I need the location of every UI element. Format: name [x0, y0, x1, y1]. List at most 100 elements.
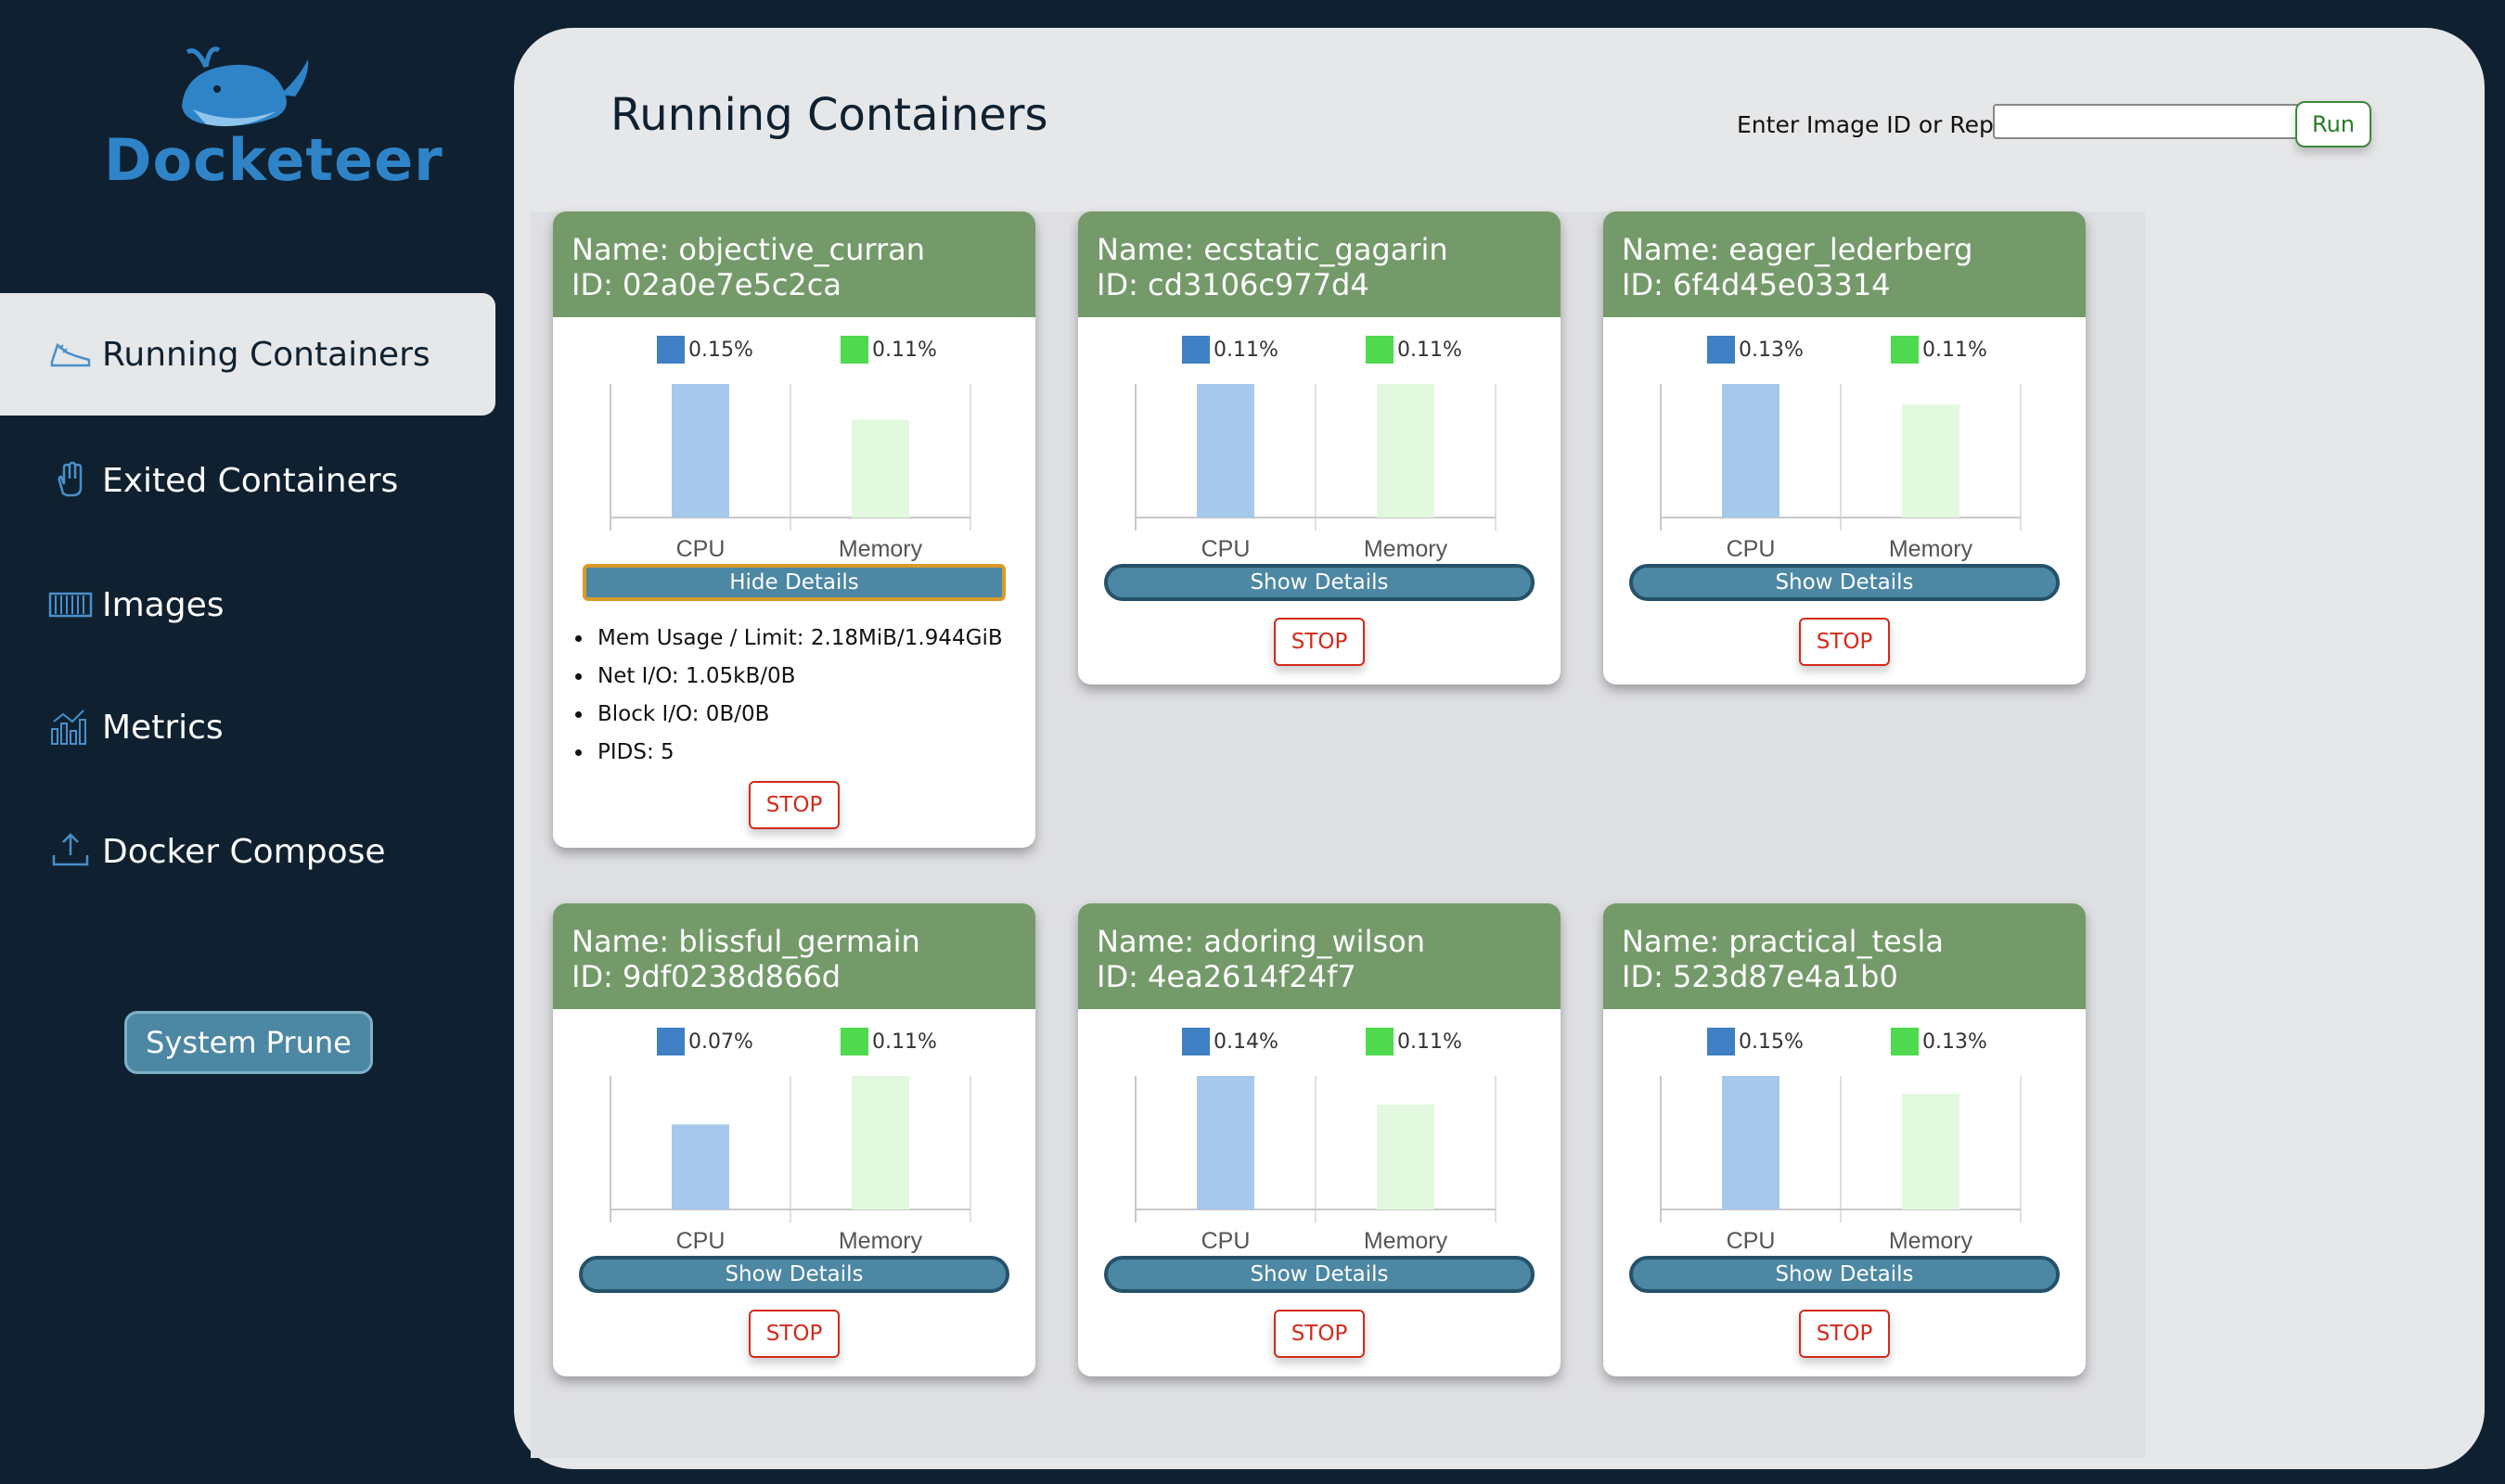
legend-cpu: 0.07% — [657, 1028, 753, 1055]
card-header: Name: ecstatic_gagarin ID: cd3106c977d4 — [1078, 211, 1561, 317]
sidebar-item-label: Metrics — [102, 708, 224, 747]
x-tick-memory: Memory — [1889, 536, 1973, 562]
memory-bar — [1902, 1094, 1959, 1209]
legend-cpu: 0.11% — [1182, 336, 1278, 364]
x-tick-memory: Memory — [1364, 1228, 1448, 1254]
card-header: Name: eager_lederberg ID: 6f4d45e03314 — [1603, 211, 2086, 317]
usage-chart: CPU Memory 0.14% 0.11% — [1078, 1009, 1561, 1256]
show-details-button[interactable]: Show Details — [579, 1256, 1009, 1293]
stop-button[interactable]: STOP — [1799, 1310, 1890, 1358]
container-card: Name: eager_lederberg ID: 6f4d45e03314 C… — [1603, 211, 2086, 684]
sidebar-item-running-containers[interactable]: Running Containers — [0, 293, 495, 416]
list-item: Net I/O: 1.05kB/0B — [594, 658, 1035, 696]
run-image-label: Enter Image ID or Repo — [1737, 111, 2009, 138]
x-tick-cpu: CPU — [676, 1228, 726, 1254]
cpu-bar — [1722, 1076, 1779, 1209]
system-prune-button[interactable]: System Prune — [124, 1011, 373, 1074]
legend-cpu: 0.15% — [657, 336, 753, 364]
sidebar-item-exited-containers[interactable]: Exited Containers — [0, 419, 495, 542]
sidebar-item-label: Exited Containers — [102, 461, 399, 500]
list-item: Block I/O: 0B/0B — [594, 696, 1035, 734]
memory-bar — [1902, 404, 1959, 518]
show-details-button[interactable]: Show Details — [1104, 1256, 1535, 1293]
legend-swatch — [1182, 336, 1210, 364]
legend-cpu: 0.14% — [1182, 1028, 1278, 1055]
legend-swatch — [1182, 1028, 1210, 1055]
legend-label: 0.11% — [872, 338, 937, 362]
container-id: ID: 523d87e4a1b0 — [1622, 959, 1898, 994]
sidebar-item-images[interactable]: Images — [0, 544, 495, 666]
x-tick-cpu: CPU — [1201, 1228, 1251, 1254]
legend-label: 0.11% — [872, 1030, 937, 1054]
stop-button[interactable]: STOP — [1799, 618, 1890, 666]
legend-swatch — [1366, 1028, 1394, 1055]
page-title: Running Containers — [610, 89, 1048, 141]
legend-memory: 0.11% — [841, 1028, 937, 1055]
legend-memory: 0.11% — [1891, 336, 1987, 364]
container-name: Name: blissful_germain — [572, 924, 920, 959]
whale-icon — [182, 46, 309, 127]
legend-label: 0.14% — [1214, 1030, 1278, 1054]
stop-button[interactable]: STOP — [749, 781, 840, 829]
stop-button[interactable]: STOP — [1274, 1310, 1365, 1358]
card-header: Name: objective_curran ID: 02a0e7e5c2ca — [553, 211, 1035, 317]
memory-bar — [852, 419, 909, 518]
legend-swatch — [657, 336, 685, 364]
show-details-button[interactable]: Show Details — [1629, 1256, 2060, 1293]
container-card: Name: blissful_germain ID: 9df0238d866d … — [553, 903, 1035, 1376]
legend-label: 0.13% — [1922, 1030, 1987, 1054]
bar-chart: CPU Memory — [610, 384, 971, 562]
legend-swatch — [841, 336, 868, 364]
legend-label: 0.11% — [1397, 338, 1462, 362]
legend-label: 0.11% — [1214, 338, 1278, 362]
bar-chart: CPU Memory — [1660, 1076, 2022, 1254]
stop-button[interactable]: STOP — [1274, 618, 1365, 666]
x-tick-memory: Memory — [1364, 536, 1448, 562]
x-tick-cpu: CPU — [1201, 536, 1251, 562]
legend-label: 0.13% — [1739, 338, 1804, 362]
list-item: PIDS: 5 — [594, 734, 1035, 772]
upload-icon — [48, 829, 93, 874]
bar-chart: CPU Memory — [1135, 1076, 1497, 1254]
legend-memory: 0.11% — [1366, 336, 1462, 364]
container-id: ID: 9df0238d866d — [572, 959, 841, 994]
logo-text: Docketeer — [104, 126, 443, 194]
sidebar-item-label: Images — [102, 585, 225, 624]
container-id: ID: cd3106c977d4 — [1097, 267, 1369, 302]
details-list: Mem Usage / Limit: 2.18MiB/1.944GiB Net … — [553, 620, 1035, 772]
chart-icon — [48, 705, 93, 749]
container-id: ID: 6f4d45e03314 — [1622, 267, 1891, 302]
sidebar-item-docker-compose[interactable]: Docker Compose — [0, 790, 495, 913]
card-header: Name: practical_tesla ID: 523d87e4a1b0 — [1603, 903, 2086, 1009]
usage-chart: CPU Memory 0.07% 0.11% — [553, 1009, 1035, 1256]
container-icon — [48, 582, 93, 627]
container-id: ID: 02a0e7e5c2ca — [572, 267, 841, 302]
list-item: Mem Usage / Limit: 2.18MiB/1.944GiB — [594, 620, 1035, 658]
show-details-button[interactable]: Show Details — [1629, 564, 2060, 601]
container-name: Name: practical_tesla — [1622, 924, 1944, 959]
image-id-input[interactable] — [1993, 104, 2325, 139]
stop-button[interactable]: STOP — [749, 1310, 840, 1358]
sidebar-item-metrics[interactable]: Metrics — [0, 666, 495, 788]
memory-bar — [1377, 384, 1434, 518]
bar-chart: CPU Memory — [1135, 384, 1497, 562]
bar-chart: CPU Memory — [610, 1076, 971, 1254]
legend-label: 0.11% — [1397, 1030, 1462, 1054]
usage-chart: CPU Memory 0.13% 0.11% — [1603, 317, 2086, 564]
cpu-bar — [1722, 384, 1779, 518]
legend-label: 0.15% — [688, 338, 753, 362]
logo: Docketeer — [104, 41, 443, 194]
x-tick-cpu: CPU — [1727, 1228, 1776, 1254]
container-card: Name: objective_curran ID: 02a0e7e5c2ca … — [553, 211, 1035, 848]
legend-label: 0.15% — [1739, 1030, 1804, 1054]
show-details-button[interactable]: Show Details — [1104, 564, 1535, 601]
legend-memory: 0.11% — [841, 336, 937, 364]
hide-details-button[interactable]: Hide Details — [583, 564, 1006, 601]
card-header: Name: blissful_germain ID: 9df0238d866d — [553, 903, 1035, 1009]
container-name: Name: eager_lederberg — [1622, 232, 1973, 267]
bar-chart: CPU Memory — [1660, 384, 2022, 562]
usage-chart: CPU Memory 0.15% 0.13% — [1603, 1009, 2086, 1256]
legend-cpu: 0.13% — [1707, 336, 1804, 364]
cpu-bar — [1197, 1076, 1254, 1209]
run-button[interactable]: Run — [2295, 101, 2371, 147]
